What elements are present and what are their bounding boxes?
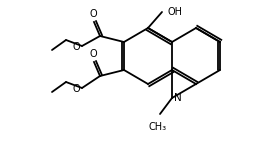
Text: O: O <box>89 9 97 19</box>
Text: O: O <box>72 42 80 52</box>
Text: OH: OH <box>168 7 183 17</box>
Text: O: O <box>89 49 97 59</box>
Text: CH₃: CH₃ <box>149 122 167 132</box>
Text: N: N <box>174 93 182 103</box>
Text: O: O <box>72 84 80 94</box>
